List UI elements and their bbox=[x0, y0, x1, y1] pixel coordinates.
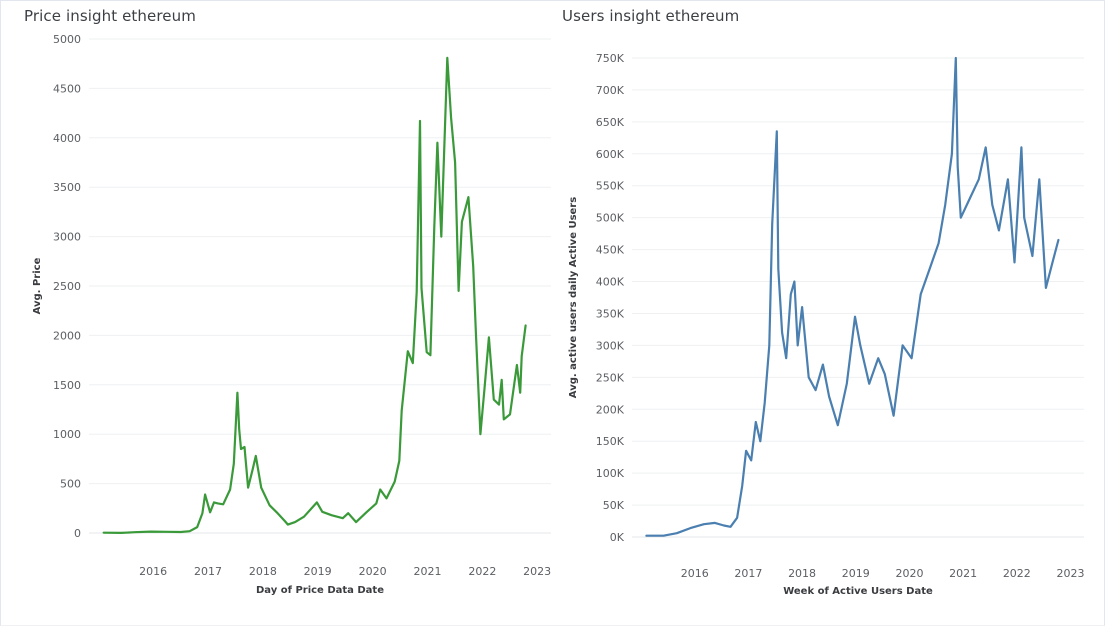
price-chart-y-tick-label: 3000 bbox=[53, 231, 81, 244]
users-line-chart[interactable]: 0K 50K 100K 150K 200K 250K 300K 350K 400K 450K 500… bbox=[557, 1, 1104, 607]
price-line-chart[interactable]: 0 500 1000 1500 2000 2500 3000 3500 4000 4500 5000… bbox=[1, 1, 557, 607]
price-chart-y-tick-label: 4500 bbox=[53, 82, 81, 95]
users-chart-x-tick-label: 2021 bbox=[949, 567, 977, 580]
price-chart-y-axis-title: Avg. Price bbox=[32, 257, 43, 314]
users-chart-y-tick-label: 350K bbox=[596, 307, 625, 320]
users-chart-x-tick-label: 2022 bbox=[1003, 567, 1031, 580]
users-chart-y-tick-label: 400K bbox=[596, 276, 625, 289]
users-chart-x-tick-label: 2017 bbox=[734, 567, 762, 580]
price-chart-x-tick-label: 2023 bbox=[523, 565, 551, 578]
price-chart-y-tick-label: 3500 bbox=[53, 181, 81, 194]
price-chart-x-tick-label: 2021 bbox=[413, 565, 441, 578]
price-chart-y-tick-label: 2500 bbox=[53, 280, 81, 293]
users-chart-x-axis-title: Week of Active Users Date bbox=[783, 586, 933, 597]
price-chart-series-line[interactable] bbox=[102, 56, 527, 535]
users-chart-y-tick-label: 200K bbox=[596, 403, 625, 416]
users-chart-y-tick-label: 650K bbox=[596, 116, 625, 129]
users-chart-y-tick-label: 550K bbox=[596, 180, 625, 193]
users-chart-y-tick-label: 50K bbox=[603, 499, 625, 512]
users-chart-y-tick-label: 500K bbox=[596, 212, 625, 225]
users-chart-x-tick-label: 2019 bbox=[842, 567, 870, 580]
users-chart-x-tick-label: 2023 bbox=[1056, 567, 1084, 580]
users-insight-sheet: Users insight ethereum 0K 50K 100K 150K 200K… bbox=[557, 1, 1104, 607]
users-chart-x-tick-label: 2016 bbox=[681, 567, 709, 580]
users-chart-y-tick-label: 150K bbox=[596, 435, 625, 448]
users-chart-y-tick-label: 700K bbox=[596, 84, 625, 97]
price-chart-title: Price insight ethereum bbox=[24, 7, 196, 25]
users-chart-y-tick-label: 250K bbox=[596, 371, 625, 384]
users-chart-y-tick-label: 0K bbox=[610, 531, 625, 544]
users-chart-y-tick-label: 100K bbox=[596, 467, 625, 480]
price-chart-y-tick-label: 4000 bbox=[53, 132, 81, 145]
price-chart-x-tick-label: 2020 bbox=[359, 565, 387, 578]
price-chart-x-tick-label: 2016 bbox=[139, 565, 167, 578]
users-chart-y-tick-label: 300K bbox=[596, 339, 625, 352]
users-chart-title: Users insight ethereum bbox=[562, 7, 740, 25]
price-chart-x-tick-label: 2019 bbox=[304, 565, 332, 578]
users-chart-x-tick-label: 2018 bbox=[788, 567, 816, 580]
price-chart-y-tick-label: 1000 bbox=[53, 428, 81, 441]
price-chart-x-tick-label: 2018 bbox=[249, 565, 277, 578]
users-chart-y-axis-title: Avg. active users daily Active Users bbox=[568, 197, 579, 398]
price-chart-y-tick-label: 5000 bbox=[53, 33, 81, 46]
price-chart-x-tick-label: 2022 bbox=[468, 565, 496, 578]
users-chart-x-tick-label: 2020 bbox=[896, 567, 924, 580]
users-chart-y-tick-label: 450K bbox=[596, 244, 625, 257]
price-chart-y-tick-label: 1500 bbox=[53, 379, 81, 392]
price-chart-y-tick-label: 500 bbox=[60, 478, 81, 491]
users-chart-y-tick-label: 600K bbox=[596, 148, 625, 161]
price-chart-y-tick-label: 2000 bbox=[53, 329, 81, 342]
price-chart-x-tick-label: 2017 bbox=[194, 565, 222, 578]
price-insight-sheet: Price insight ethereum 0 500 1000 1500 2000 2… bbox=[1, 1, 557, 607]
price-chart-x-axis-title: Day of Price Data Date bbox=[256, 585, 384, 596]
users-chart-y-tick-label: 750K bbox=[596, 52, 625, 65]
price-chart-y-tick-label: 0 bbox=[74, 527, 81, 540]
users-chart-series-line[interactable] bbox=[645, 56, 1060, 537]
